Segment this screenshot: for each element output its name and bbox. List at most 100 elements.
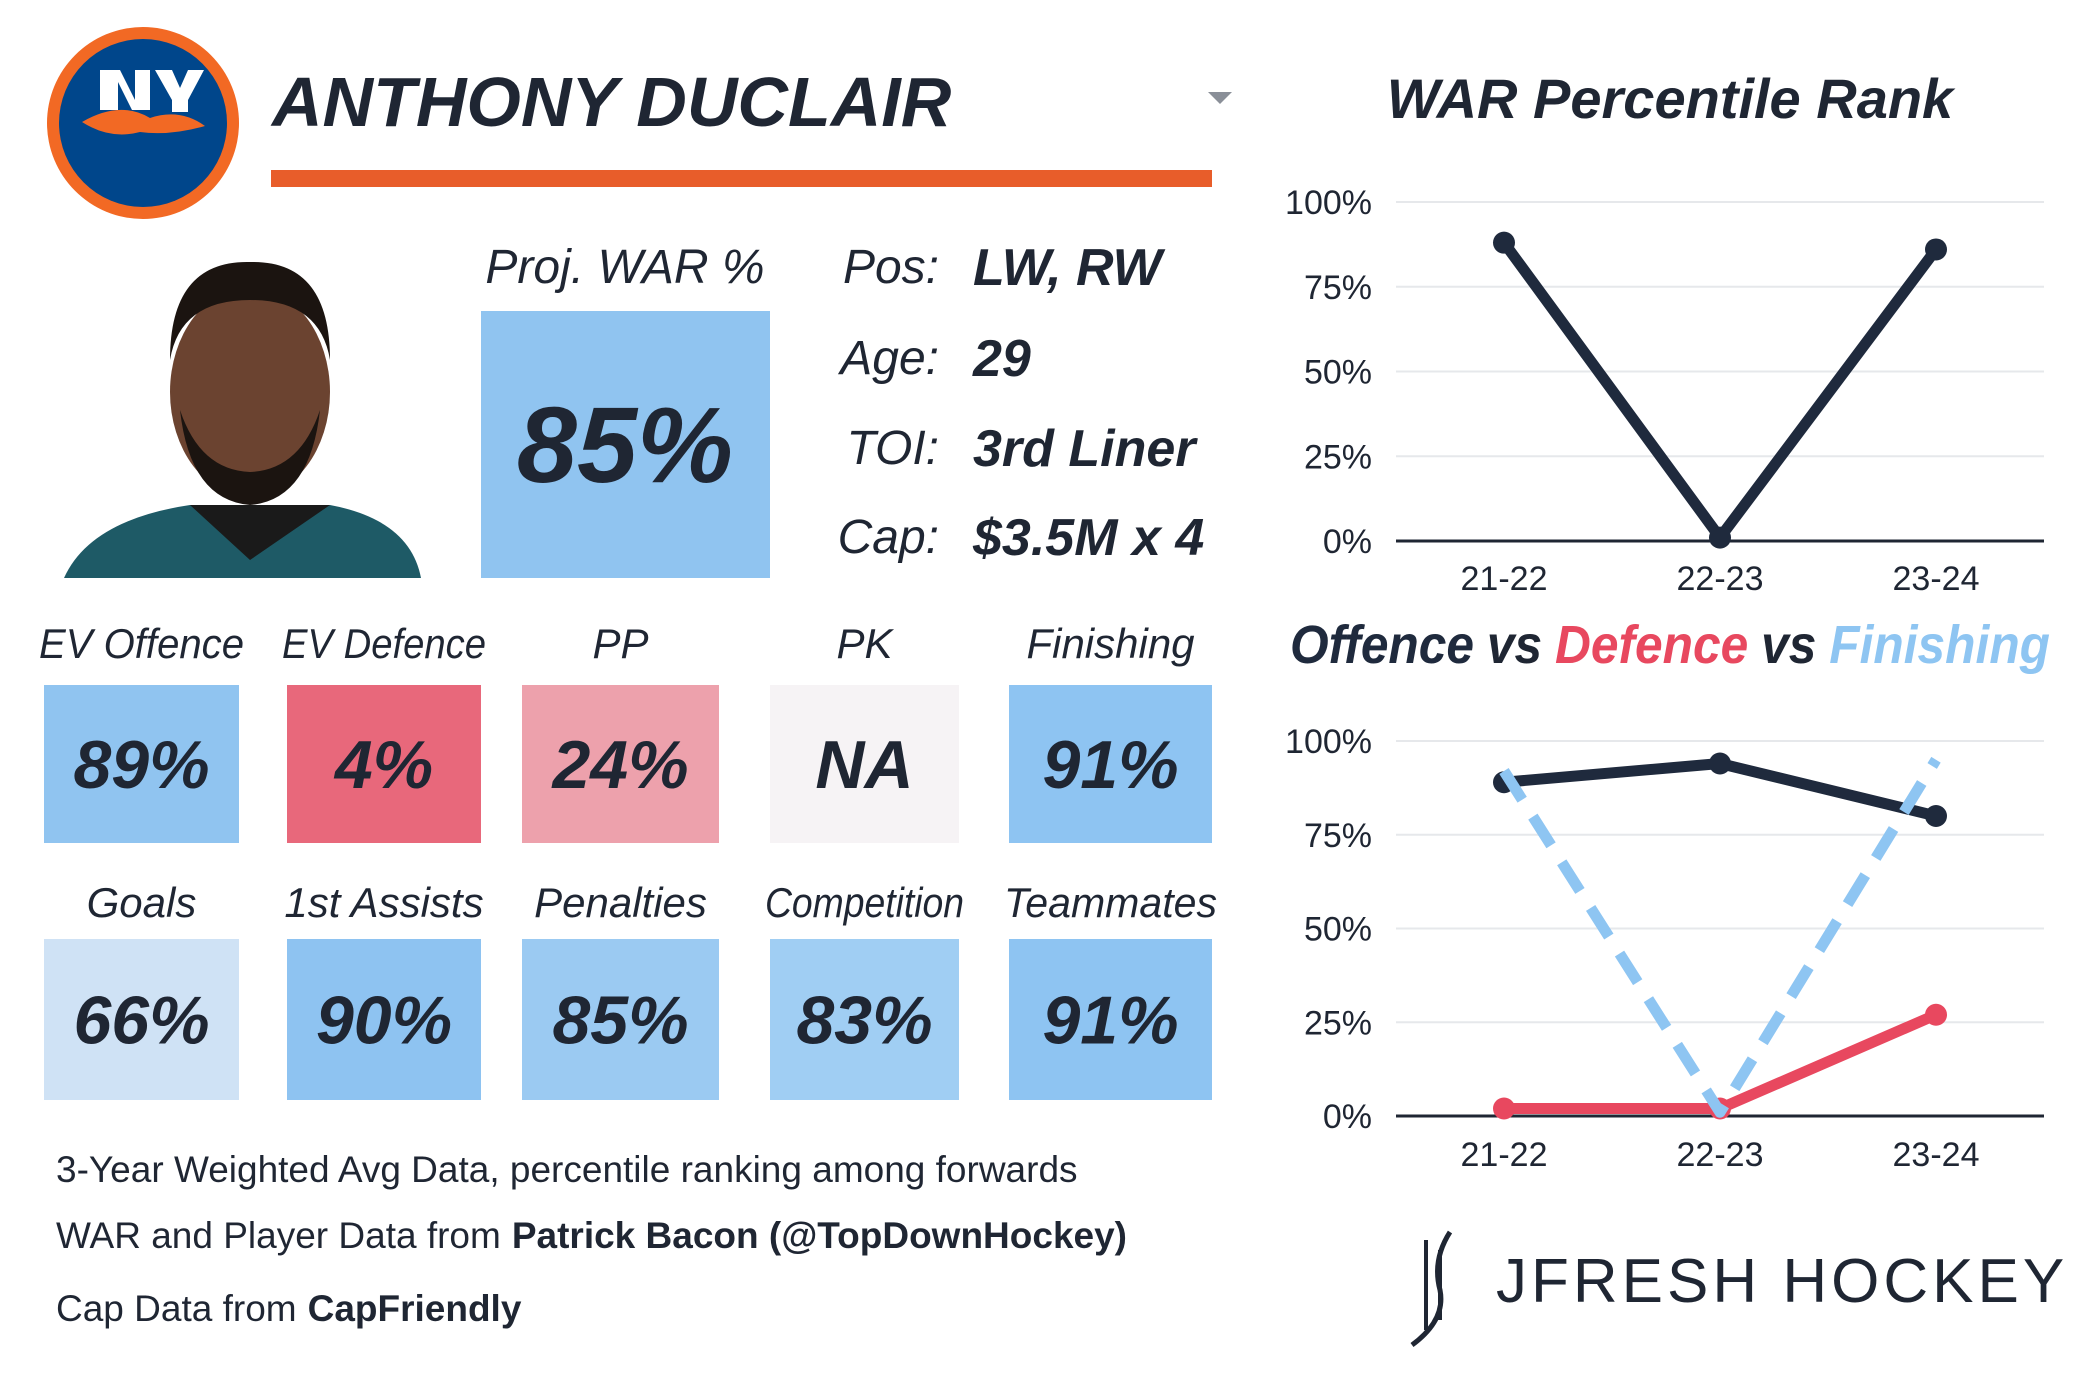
x-tick-label: 21-22: [1461, 1136, 1548, 1174]
info-value: $3.5M x 4: [972, 509, 1204, 567]
team-logo: [47, 27, 239, 219]
data-point: [1925, 805, 1947, 827]
y-tick-label: 75%: [1304, 269, 1372, 307]
title-connector: vs: [1761, 615, 1816, 675]
tile-value: 90%: [316, 983, 452, 1059]
tile-label: 1st Assists: [284, 879, 483, 926]
tile-label: EV Defence: [282, 620, 486, 667]
y-tick-label: 100%: [1285, 184, 1372, 222]
stat-tile: [1009, 685, 1212, 843]
logo-island: [82, 109, 205, 135]
brand-mark: [1410, 1230, 1453, 1348]
y-tick-label: 0%: [1323, 523, 1372, 561]
info-value: LW, RW: [973, 239, 1166, 297]
brand-text: JFRESH HOCKEY: [1496, 1247, 2068, 1316]
title-connector: vs: [1487, 615, 1542, 675]
stat-tile: [522, 685, 719, 843]
stat-tile: [1009, 939, 1212, 1100]
proj-war-label: Proj. WAR %: [485, 241, 764, 294]
stat-tiles: EV Offence 89% EV Defence 4% PP 24% PK NA Finish…: [39, 620, 1217, 1100]
dropdown-arrow[interactable]: [1208, 92, 1232, 104]
tile-label: Teammates: [1004, 879, 1217, 926]
charts: 0% 25% 50% 75% 100% 21-22 22-23 23-24 WAR Percen…: [1285, 67, 2050, 1174]
data-point: [1925, 238, 1947, 261]
proj-war-value: 85%: [517, 384, 733, 505]
player-photo: [64, 261, 421, 578]
tile-value: 24%: [550, 727, 688, 803]
legend-entry: Finishing: [1829, 615, 2050, 675]
photo-face: [170, 287, 330, 497]
data-point: [1709, 752, 1731, 775]
photo-beard: [180, 410, 320, 505]
note-source: CapFriendly: [308, 1288, 522, 1329]
tile-value: NA: [815, 727, 913, 803]
stat-tile: [770, 685, 959, 843]
y-tick-label: 25%: [1304, 438, 1372, 476]
x-tick-label: 22-23: [1677, 560, 1764, 598]
note-text: 3-Year Weighted Avg Data, percentile ran…: [56, 1149, 1078, 1190]
y-tick-label: 0%: [1323, 1098, 1372, 1136]
tile-value: 83%: [796, 983, 932, 1059]
data-point: [1925, 1003, 1947, 1026]
tile-label: Penalties: [534, 879, 707, 926]
tile-label: PK: [836, 620, 894, 667]
info-label: Age:: [837, 332, 939, 385]
note: WAR and Player Data from Patrick Bacon (@…: [56, 1215, 1127, 1256]
stat-tile: [44, 685, 239, 843]
notes: 3-Year Weighted Avg Data, percentile ran…: [56, 1149, 1127, 1329]
photo-collar: [190, 505, 330, 560]
tile-value: 4%: [333, 727, 433, 803]
x-tick-label: 23-24: [1893, 560, 1980, 598]
note-source: Patrick Bacon (@TopDownHockey): [512, 1215, 1127, 1256]
logo-letters: [155, 70, 204, 112]
player-info: Pos: LW, RW Age: 29 TOI: 3rd Liner Cap: $3.5M x…: [837, 239, 1204, 567]
info-value: 29: [972, 330, 1031, 388]
stat-tile: [44, 939, 239, 1100]
player-name: ANTHONY DUCLAIR: [270, 63, 952, 141]
x-tick-label: 22-23: [1677, 1136, 1764, 1174]
photo-hair: [170, 261, 330, 360]
y-tick-label: 50%: [1304, 354, 1372, 392]
y-tick-label: 100%: [1285, 723, 1372, 761]
chart-title: Offencevs Defencevs Finishing: [1290, 615, 2050, 675]
series-line: [1499, 756, 1941, 1118]
stat-tile: [770, 939, 959, 1100]
y-tick-label: 25%: [1304, 1004, 1372, 1042]
proj-war-tile: [481, 311, 770, 578]
brand-stroke: [1424, 1240, 1442, 1330]
info-label: Cap:: [838, 511, 939, 564]
data-point: [1493, 231, 1515, 254]
stat-tile: [522, 939, 719, 1100]
legend-entry: Defence: [1555, 615, 1748, 675]
data-point: [1493, 1097, 1515, 1120]
info-value: 3rd Liner: [973, 420, 1198, 478]
y-tick-label: 50%: [1304, 911, 1372, 949]
tile-label: Finishing: [1026, 620, 1194, 667]
tile-value: 89%: [73, 727, 209, 803]
x-tick-label: 23-24: [1893, 1136, 1980, 1174]
info-label: Pos:: [843, 241, 939, 294]
note-text: WAR and Player Data from: [56, 1215, 501, 1256]
tile-value: 85%: [552, 983, 688, 1059]
data-point: [1709, 526, 1731, 549]
y-tick-label: 75%: [1304, 817, 1372, 855]
stat-tile: [287, 939, 481, 1100]
tile-label: Goals: [87, 879, 197, 926]
stat-tile: [287, 685, 481, 843]
info-label: TOI:: [847, 422, 939, 475]
tile-value: 66%: [73, 983, 209, 1059]
x-tick-label: 21-22: [1461, 560, 1548, 598]
logo-letters: [100, 70, 150, 110]
tile-value: 91%: [1042, 983, 1178, 1059]
tile-label: EV Offence: [39, 620, 244, 667]
note: Cap Data from CapFriendly: [56, 1288, 522, 1329]
note: 3-Year Weighted Avg Data, percentile ran…: [56, 1149, 1078, 1190]
tile-label: PP: [592, 620, 648, 667]
tile-label: Competition: [765, 879, 964, 926]
name-underline: [271, 170, 1212, 187]
note-text: Cap Data from: [56, 1288, 297, 1329]
tile-value: 91%: [1042, 727, 1178, 803]
chart-title: WAR Percentile Rank: [1387, 67, 1956, 130]
legend-entry: Offence: [1290, 615, 1474, 675]
